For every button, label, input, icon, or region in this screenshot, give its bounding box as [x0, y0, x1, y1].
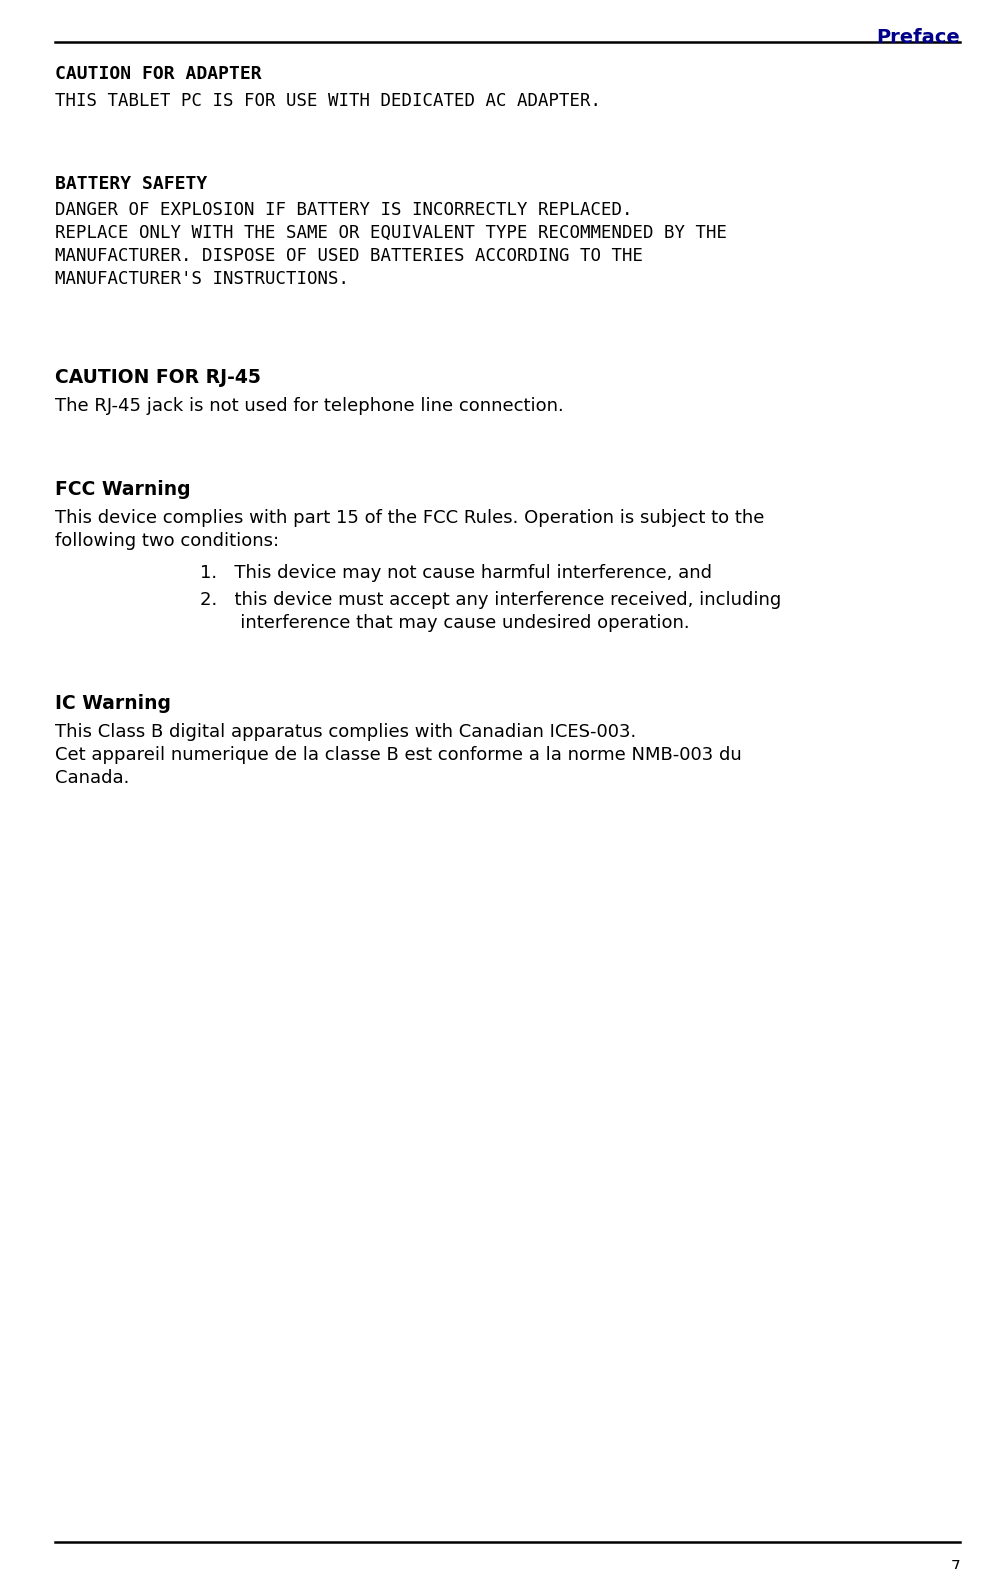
Text: CAUTION FOR RJ-45: CAUTION FOR RJ-45 [55, 369, 260, 388]
Text: This device complies with part 15 of the FCC Rules. Operation is subject to the
: This device complies with part 15 of the… [55, 508, 764, 549]
Text: The RJ-45 jack is not used for telephone line connection.: The RJ-45 jack is not used for telephone… [55, 397, 564, 414]
Text: This Class B digital apparatus complies with Canadian ICES-003.
Cet appareil num: This Class B digital apparatus complies … [55, 723, 742, 786]
Text: 1.   This device may not cause harmful interference, and: 1. This device may not cause harmful int… [200, 563, 712, 582]
Text: DANGER OF EXPLOSION IF BATTERY IS INCORRECTLY REPLACED.
REPLACE ONLY WITH THE SA: DANGER OF EXPLOSION IF BATTERY IS INCORR… [55, 201, 727, 287]
Text: THIS TABLET PC IS FOR USE WITH DEDICATED AC ADAPTER.: THIS TABLET PC IS FOR USE WITH DEDICATED… [55, 93, 601, 110]
Text: FCC Warning: FCC Warning [55, 480, 191, 499]
Text: Preface: Preface [876, 28, 960, 47]
Text: IC Warning: IC Warning [55, 693, 171, 712]
Text: BATTERY SAFETY: BATTERY SAFETY [55, 176, 208, 193]
Text: 2.   this device must accept any interference received, including
       interfe: 2. this device must accept any interfere… [200, 592, 781, 632]
Text: 7: 7 [950, 1560, 960, 1569]
Text: CAUTION FOR ADAPTER: CAUTION FOR ADAPTER [55, 64, 261, 83]
